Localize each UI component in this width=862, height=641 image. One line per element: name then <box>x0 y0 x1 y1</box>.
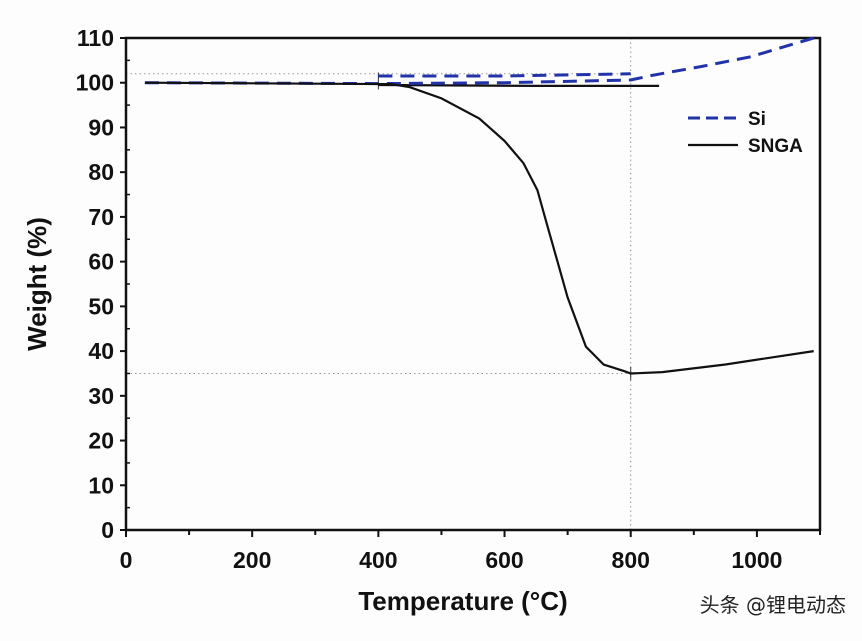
y-tick-label: 110 <box>77 25 114 51</box>
series-line-si-branch <box>378 72 631 78</box>
y-tick-label: 40 <box>88 338 114 364</box>
legend-label-si: Si <box>748 109 766 130</box>
y-tick-label: 90 <box>88 114 114 140</box>
x-axis-label: Temperature (°C) <box>358 586 567 616</box>
y-tick-label: 10 <box>88 472 114 498</box>
x-tick-label: 200 <box>233 547 271 573</box>
y-tick-label: 30 <box>88 383 114 409</box>
y-axis-label: Weight (%) <box>22 217 52 351</box>
series-line-snga <box>144 81 814 375</box>
x-tick-label: 1000 <box>731 547 782 573</box>
y-tick-label: 20 <box>88 428 114 454</box>
legend-label-snga: SNGA <box>748 136 803 157</box>
watermark: 头条 @锂电动态 <box>699 593 846 617</box>
y-tick-label: 0 <box>101 517 114 543</box>
x-tick-label: 400 <box>359 547 397 573</box>
y-tick-label: 60 <box>88 249 114 275</box>
x-tick-label: 800 <box>612 547 650 573</box>
x-tick-label: 0 <box>120 547 133 573</box>
plot-frame <box>124 36 822 532</box>
series-line-snga-branch <box>378 83 660 87</box>
x-tick-label: 600 <box>485 547 523 573</box>
y-tick-label: 80 <box>88 159 114 185</box>
series-line-si <box>144 36 815 86</box>
y-tick-label: 70 <box>88 204 114 230</box>
y-tick-label: 100 <box>76 70 114 96</box>
y-tick-label: 50 <box>88 293 114 319</box>
